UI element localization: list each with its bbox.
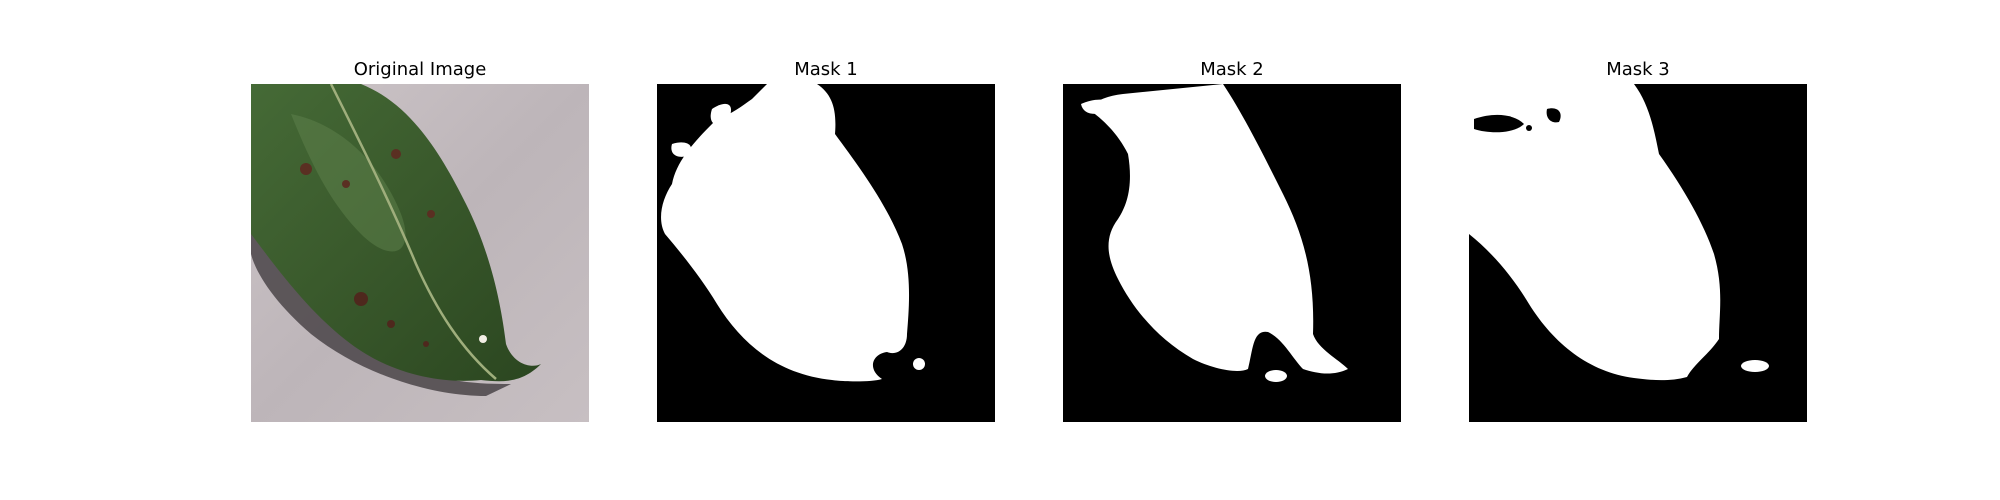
mask-2-image — [1063, 84, 1401, 422]
mask-1-region — [661, 84, 910, 382]
mask-1-image — [657, 84, 995, 422]
panel-title-mask-2: Mask 2 — [1200, 59, 1264, 80]
mask-3-region — [1469, 84, 1721, 381]
mask-3-panel: Mask 3 — [1469, 0, 1807, 500]
mask-2-region — [1088, 84, 1348, 374]
mask-3-image — [1469, 84, 1807, 422]
original-image-panel: Original Image — [251, 0, 589, 500]
panel-title-original: Original Image — [353, 59, 487, 80]
leaf-photo — [251, 84, 589, 422]
mask-1-panel: Mask 1 — [657, 0, 995, 500]
mask-2-panel: Mask 2 — [1063, 0, 1401, 500]
panel-title-mask-3: Mask 3 — [1606, 59, 1670, 80]
panel-title-mask-1: Mask 1 — [794, 59, 858, 80]
